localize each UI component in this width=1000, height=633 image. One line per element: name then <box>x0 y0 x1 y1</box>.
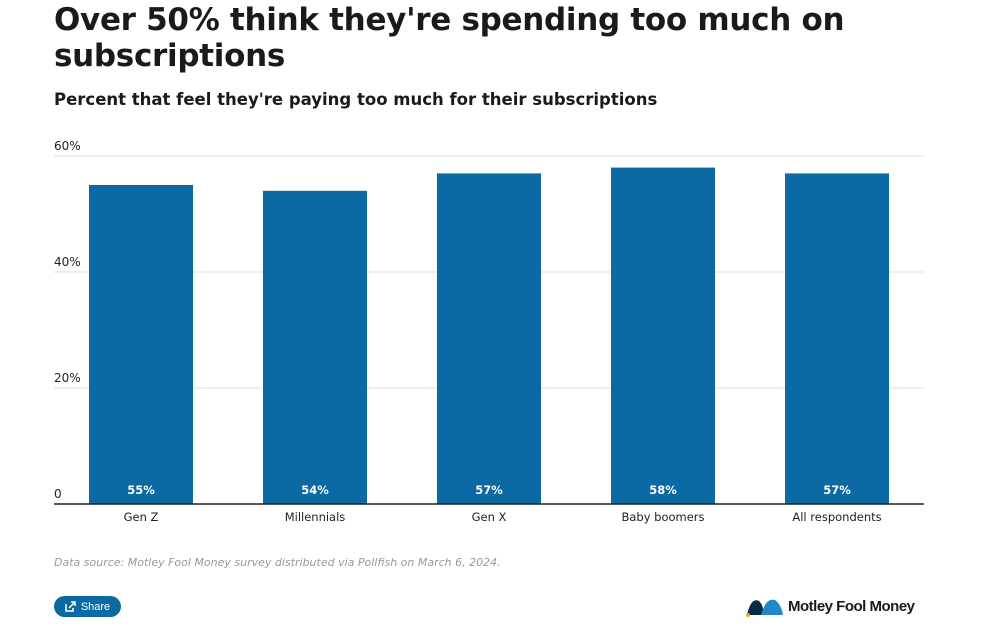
logo-text: Motley Fool Money <box>788 597 915 615</box>
data-label: 57% <box>475 483 503 497</box>
x-tick-label: Gen Z <box>124 510 159 524</box>
chart-subtitle: Percent that feel they're paying too muc… <box>54 90 658 109</box>
bar <box>785 173 889 504</box>
logo-icon <box>746 599 783 617</box>
x-tick-label: All respondents <box>792 510 881 524</box>
x-tick-label: Millennials <box>285 510 346 524</box>
motley-fool-money-logo: Motley Fool Money <box>745 595 915 617</box>
x-tick-label: Baby boomers <box>621 510 704 524</box>
data-label: 55% <box>127 483 155 497</box>
data-label: 54% <box>301 483 329 497</box>
share-icon <box>65 601 76 612</box>
y-tick-label: 40% <box>54 255 81 269</box>
y-tick-label: 0 <box>54 487 62 501</box>
data-label: 58% <box>649 483 677 497</box>
bar <box>89 185 193 504</box>
data-source: Data source: Motley Fool Money survey di… <box>54 556 501 569</box>
share-button[interactable]: Share <box>54 596 121 617</box>
bar <box>263 190 367 505</box>
bar <box>437 173 541 504</box>
chart-title: Over 50% think they're spending too much… <box>54 2 845 74</box>
bar <box>611 167 715 504</box>
x-tick-label: Gen X <box>472 510 507 524</box>
share-label: Share <box>80 600 111 613</box>
y-tick-label: 60% <box>54 139 81 153</box>
y-tick-label: 20% <box>54 371 81 385</box>
bar-chart: 0 20% 40% 60% 55% Gen Z 54% Millennials 57% Gen X… <box>54 139 924 524</box>
data-label: 57% <box>823 483 851 497</box>
